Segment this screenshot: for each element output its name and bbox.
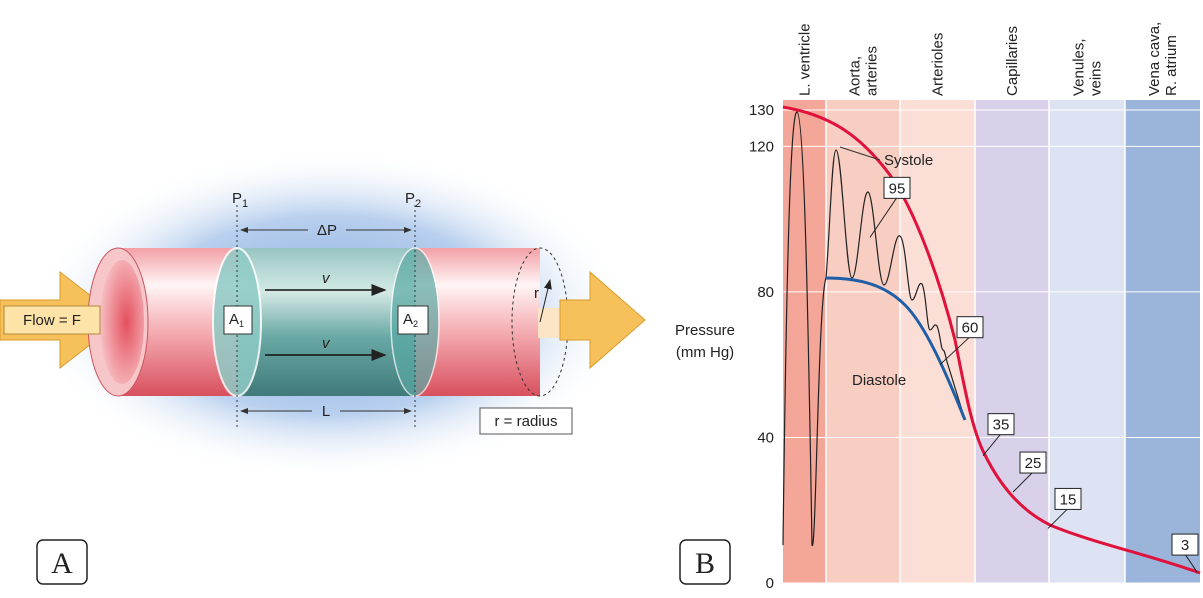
radius-key-box [479, 407, 573, 435]
region [975, 100, 1049, 583]
a2-box [397, 305, 429, 335]
callout-box [1054, 487, 1082, 510]
y-tick-label: 0 [766, 575, 774, 592]
region-label: R. atrium [1163, 35, 1180, 96]
y-axis-label: Pressure [675, 322, 735, 339]
grid: 0 40 80 120 130 [749, 102, 1200, 592]
callout-label: 15 [1060, 491, 1077, 508]
p2-label: P2 [405, 190, 421, 210]
callout-label: 3 [1181, 537, 1189, 554]
callout-box [1171, 533, 1199, 556]
p1-base: P [232, 190, 242, 207]
region-label: Arterioles [930, 33, 947, 96]
callouts: 95 60 35 25 15 3 [869, 176, 1199, 573]
region [900, 100, 975, 583]
velocity-label: v [322, 270, 331, 287]
region-labels: L. ventricle Aorta, arteries Arterioles Capi… [797, 22, 1181, 96]
a2-label: A2 [403, 311, 418, 329]
region-label: Capillaries [1004, 26, 1021, 96]
callout-label: 60 [962, 320, 979, 337]
panel-label-box [679, 539, 731, 585]
velocity-label: v [322, 335, 331, 352]
panel-label: B [695, 547, 715, 580]
tube-opening [100, 260, 144, 384]
y-tick-label: 40 [757, 429, 774, 446]
callout-label: 95 [889, 180, 906, 197]
radius-key: r = radius [495, 413, 558, 430]
callout-label: 35 [993, 417, 1010, 434]
panel-b: B Pressure (mm Hg) 0 40 80 120 130 Systole D… [675, 22, 1201, 592]
a1-box [223, 305, 253, 335]
regions [783, 100, 1200, 583]
systole-leader [839, 146, 881, 161]
panel-label-box [36, 539, 88, 585]
callout-box [987, 413, 1015, 436]
systole-curve [782, 105, 1201, 575]
region-label: veins [1088, 61, 1105, 96]
flow-label: Flow = F [23, 312, 81, 329]
y-tick-label: 80 [757, 284, 774, 301]
radius-symbol: r [534, 285, 539, 302]
callout-pointer [869, 197, 898, 238]
radius-plane [538, 308, 563, 338]
callout-box [1019, 451, 1047, 474]
callout-box [956, 316, 984, 339]
segment [237, 248, 415, 396]
p2-sub: 2 [415, 198, 421, 210]
diastole-curve [825, 276, 967, 421]
p1-label: P1 [232, 190, 248, 210]
callout-box [883, 176, 911, 199]
callout-pointer [982, 433, 1002, 456]
region-label: Venules, [1071, 38, 1088, 96]
panel-label: A [51, 547, 73, 580]
flow-box [3, 305, 101, 335]
region [1049, 100, 1125, 583]
systole-label: Systole [884, 152, 933, 169]
region-label: Vena cava, [1146, 22, 1163, 96]
y-tick-label: 130 [749, 102, 774, 119]
callout-pointer [1184, 553, 1198, 573]
diastole-label: Diastole [852, 372, 906, 389]
y-tick-label: 120 [749, 138, 774, 155]
radius-arrow [539, 279, 552, 323]
p2-base: P [405, 190, 415, 207]
callout-pointer [939, 336, 971, 366]
length-label: L [322, 403, 330, 420]
a1-label: A1 [229, 311, 244, 329]
region [783, 100, 826, 583]
panel-a: r Flow = F P1 P2 ΔP L A1 A2 v v r = radi… [0, 150, 646, 585]
a2-sub: 2 [413, 319, 418, 329]
outflow-arrow [559, 270, 646, 370]
a1-base: A [229, 311, 239, 328]
region-label: Aorta, [847, 56, 864, 96]
region-label: arteries [864, 46, 881, 96]
a2-base: A [403, 311, 413, 328]
region [1125, 100, 1200, 583]
region-label: L. ventricle [797, 23, 814, 96]
a1-sub: 1 [239, 319, 244, 329]
p1-sub: 1 [242, 198, 248, 210]
delta-p-label: ΔP [317, 222, 337, 239]
callout-label: 25 [1025, 455, 1042, 472]
callout-pointer [1047, 508, 1069, 529]
callout-pointer [1012, 471, 1034, 493]
y-axis-label: (mm Hg) [676, 344, 734, 361]
pulse-wave [782, 111, 966, 546]
